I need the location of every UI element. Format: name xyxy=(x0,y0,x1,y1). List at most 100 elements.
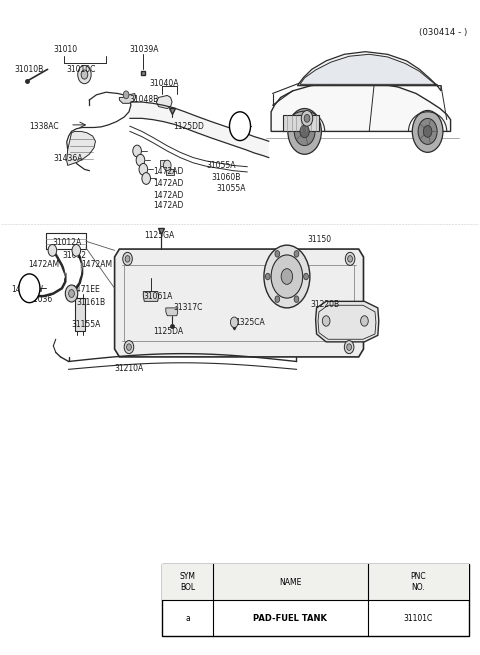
Circle shape xyxy=(27,290,33,297)
Text: 31150: 31150 xyxy=(307,234,331,244)
Polygon shape xyxy=(166,169,174,175)
Circle shape xyxy=(24,285,36,302)
Circle shape xyxy=(344,341,354,354)
Bar xyxy=(162,564,469,636)
Polygon shape xyxy=(300,54,437,86)
Circle shape xyxy=(301,111,313,126)
Circle shape xyxy=(65,285,78,302)
Text: 31012: 31012 xyxy=(62,251,86,260)
Text: PNC
NO.: PNC NO. xyxy=(410,572,426,591)
Text: 31040A: 31040A xyxy=(149,79,179,88)
Circle shape xyxy=(418,119,437,144)
Circle shape xyxy=(229,112,251,141)
Polygon shape xyxy=(130,102,269,158)
Text: 1472AM: 1472AM xyxy=(81,260,112,269)
Text: 31155A: 31155A xyxy=(72,320,101,329)
Polygon shape xyxy=(166,308,178,316)
Text: 31012A: 31012A xyxy=(52,238,82,247)
Polygon shape xyxy=(316,301,379,342)
Polygon shape xyxy=(144,291,158,301)
Circle shape xyxy=(412,111,443,153)
Polygon shape xyxy=(159,160,168,166)
Circle shape xyxy=(265,273,270,280)
Circle shape xyxy=(275,296,280,303)
Circle shape xyxy=(124,341,134,354)
Circle shape xyxy=(125,255,130,262)
Text: 1471CW: 1471CW xyxy=(11,285,43,294)
Circle shape xyxy=(123,91,129,99)
Text: 31060B: 31060B xyxy=(211,173,240,181)
Circle shape xyxy=(264,245,310,308)
Polygon shape xyxy=(298,52,441,91)
Text: 31039A: 31039A xyxy=(129,45,158,54)
Circle shape xyxy=(230,317,238,328)
Text: 31061A: 31061A xyxy=(144,291,173,301)
Text: 31220B: 31220B xyxy=(311,300,340,309)
Text: 31436A: 31436A xyxy=(53,155,83,163)
Text: 1125DD: 1125DD xyxy=(173,122,204,131)
Text: 1472AD: 1472AD xyxy=(153,191,183,200)
Text: 31048B: 31048B xyxy=(129,95,158,104)
Circle shape xyxy=(81,70,88,79)
Text: 1472AD: 1472AD xyxy=(153,168,183,176)
Text: 31036: 31036 xyxy=(28,295,53,304)
Circle shape xyxy=(133,145,142,157)
Text: 31055A: 31055A xyxy=(206,161,236,170)
Text: (030414 - ): (030414 - ) xyxy=(419,28,468,37)
Text: 31010B: 31010B xyxy=(14,65,43,74)
Polygon shape xyxy=(156,96,172,109)
Circle shape xyxy=(123,252,132,265)
Text: 31101C: 31101C xyxy=(404,614,433,622)
Circle shape xyxy=(294,251,299,257)
Text: NAME: NAME xyxy=(279,578,301,587)
Text: A: A xyxy=(26,284,33,293)
Text: 1472AM: 1472AM xyxy=(28,260,60,269)
Text: 1125GA: 1125GA xyxy=(144,231,175,240)
Circle shape xyxy=(139,164,148,175)
Circle shape xyxy=(304,273,309,280)
Text: 31055A: 31055A xyxy=(216,185,246,193)
Circle shape xyxy=(304,115,310,122)
Bar xyxy=(162,564,469,600)
Circle shape xyxy=(294,296,299,303)
Polygon shape xyxy=(120,94,136,103)
Circle shape xyxy=(136,155,145,166)
Text: 1472AD: 1472AD xyxy=(153,202,183,210)
Text: 1325CA: 1325CA xyxy=(235,318,265,327)
Circle shape xyxy=(78,66,91,84)
Circle shape xyxy=(275,251,280,257)
Circle shape xyxy=(19,274,40,303)
Polygon shape xyxy=(271,83,451,132)
Circle shape xyxy=(348,255,352,262)
Text: 1338AC: 1338AC xyxy=(29,122,59,131)
Bar xyxy=(75,298,85,331)
Circle shape xyxy=(271,255,303,298)
Circle shape xyxy=(163,160,171,171)
Circle shape xyxy=(72,244,81,256)
Circle shape xyxy=(347,344,351,350)
Text: PAD-FUEL TANK: PAD-FUEL TANK xyxy=(253,614,327,622)
Text: 31210A: 31210A xyxy=(115,364,144,373)
Text: A: A xyxy=(237,122,243,131)
Circle shape xyxy=(288,109,322,155)
Circle shape xyxy=(360,316,368,326)
Polygon shape xyxy=(115,249,363,357)
Circle shape xyxy=(142,173,151,184)
Text: 1472AD: 1472AD xyxy=(153,179,183,188)
Circle shape xyxy=(300,125,309,138)
Text: 31317C: 31317C xyxy=(173,303,203,312)
Circle shape xyxy=(323,316,330,326)
Text: a: a xyxy=(185,614,190,622)
Text: 1471EE: 1471EE xyxy=(72,285,100,294)
Text: 31010C: 31010C xyxy=(67,65,96,74)
Text: 31010: 31010 xyxy=(53,45,77,54)
Circle shape xyxy=(127,344,132,350)
Circle shape xyxy=(423,126,432,138)
Text: SYM
BOL: SYM BOL xyxy=(180,572,196,591)
Polygon shape xyxy=(67,132,96,166)
Circle shape xyxy=(48,244,57,256)
Circle shape xyxy=(294,117,315,145)
Polygon shape xyxy=(283,115,319,132)
Circle shape xyxy=(345,252,355,265)
Text: 31161B: 31161B xyxy=(76,298,106,307)
